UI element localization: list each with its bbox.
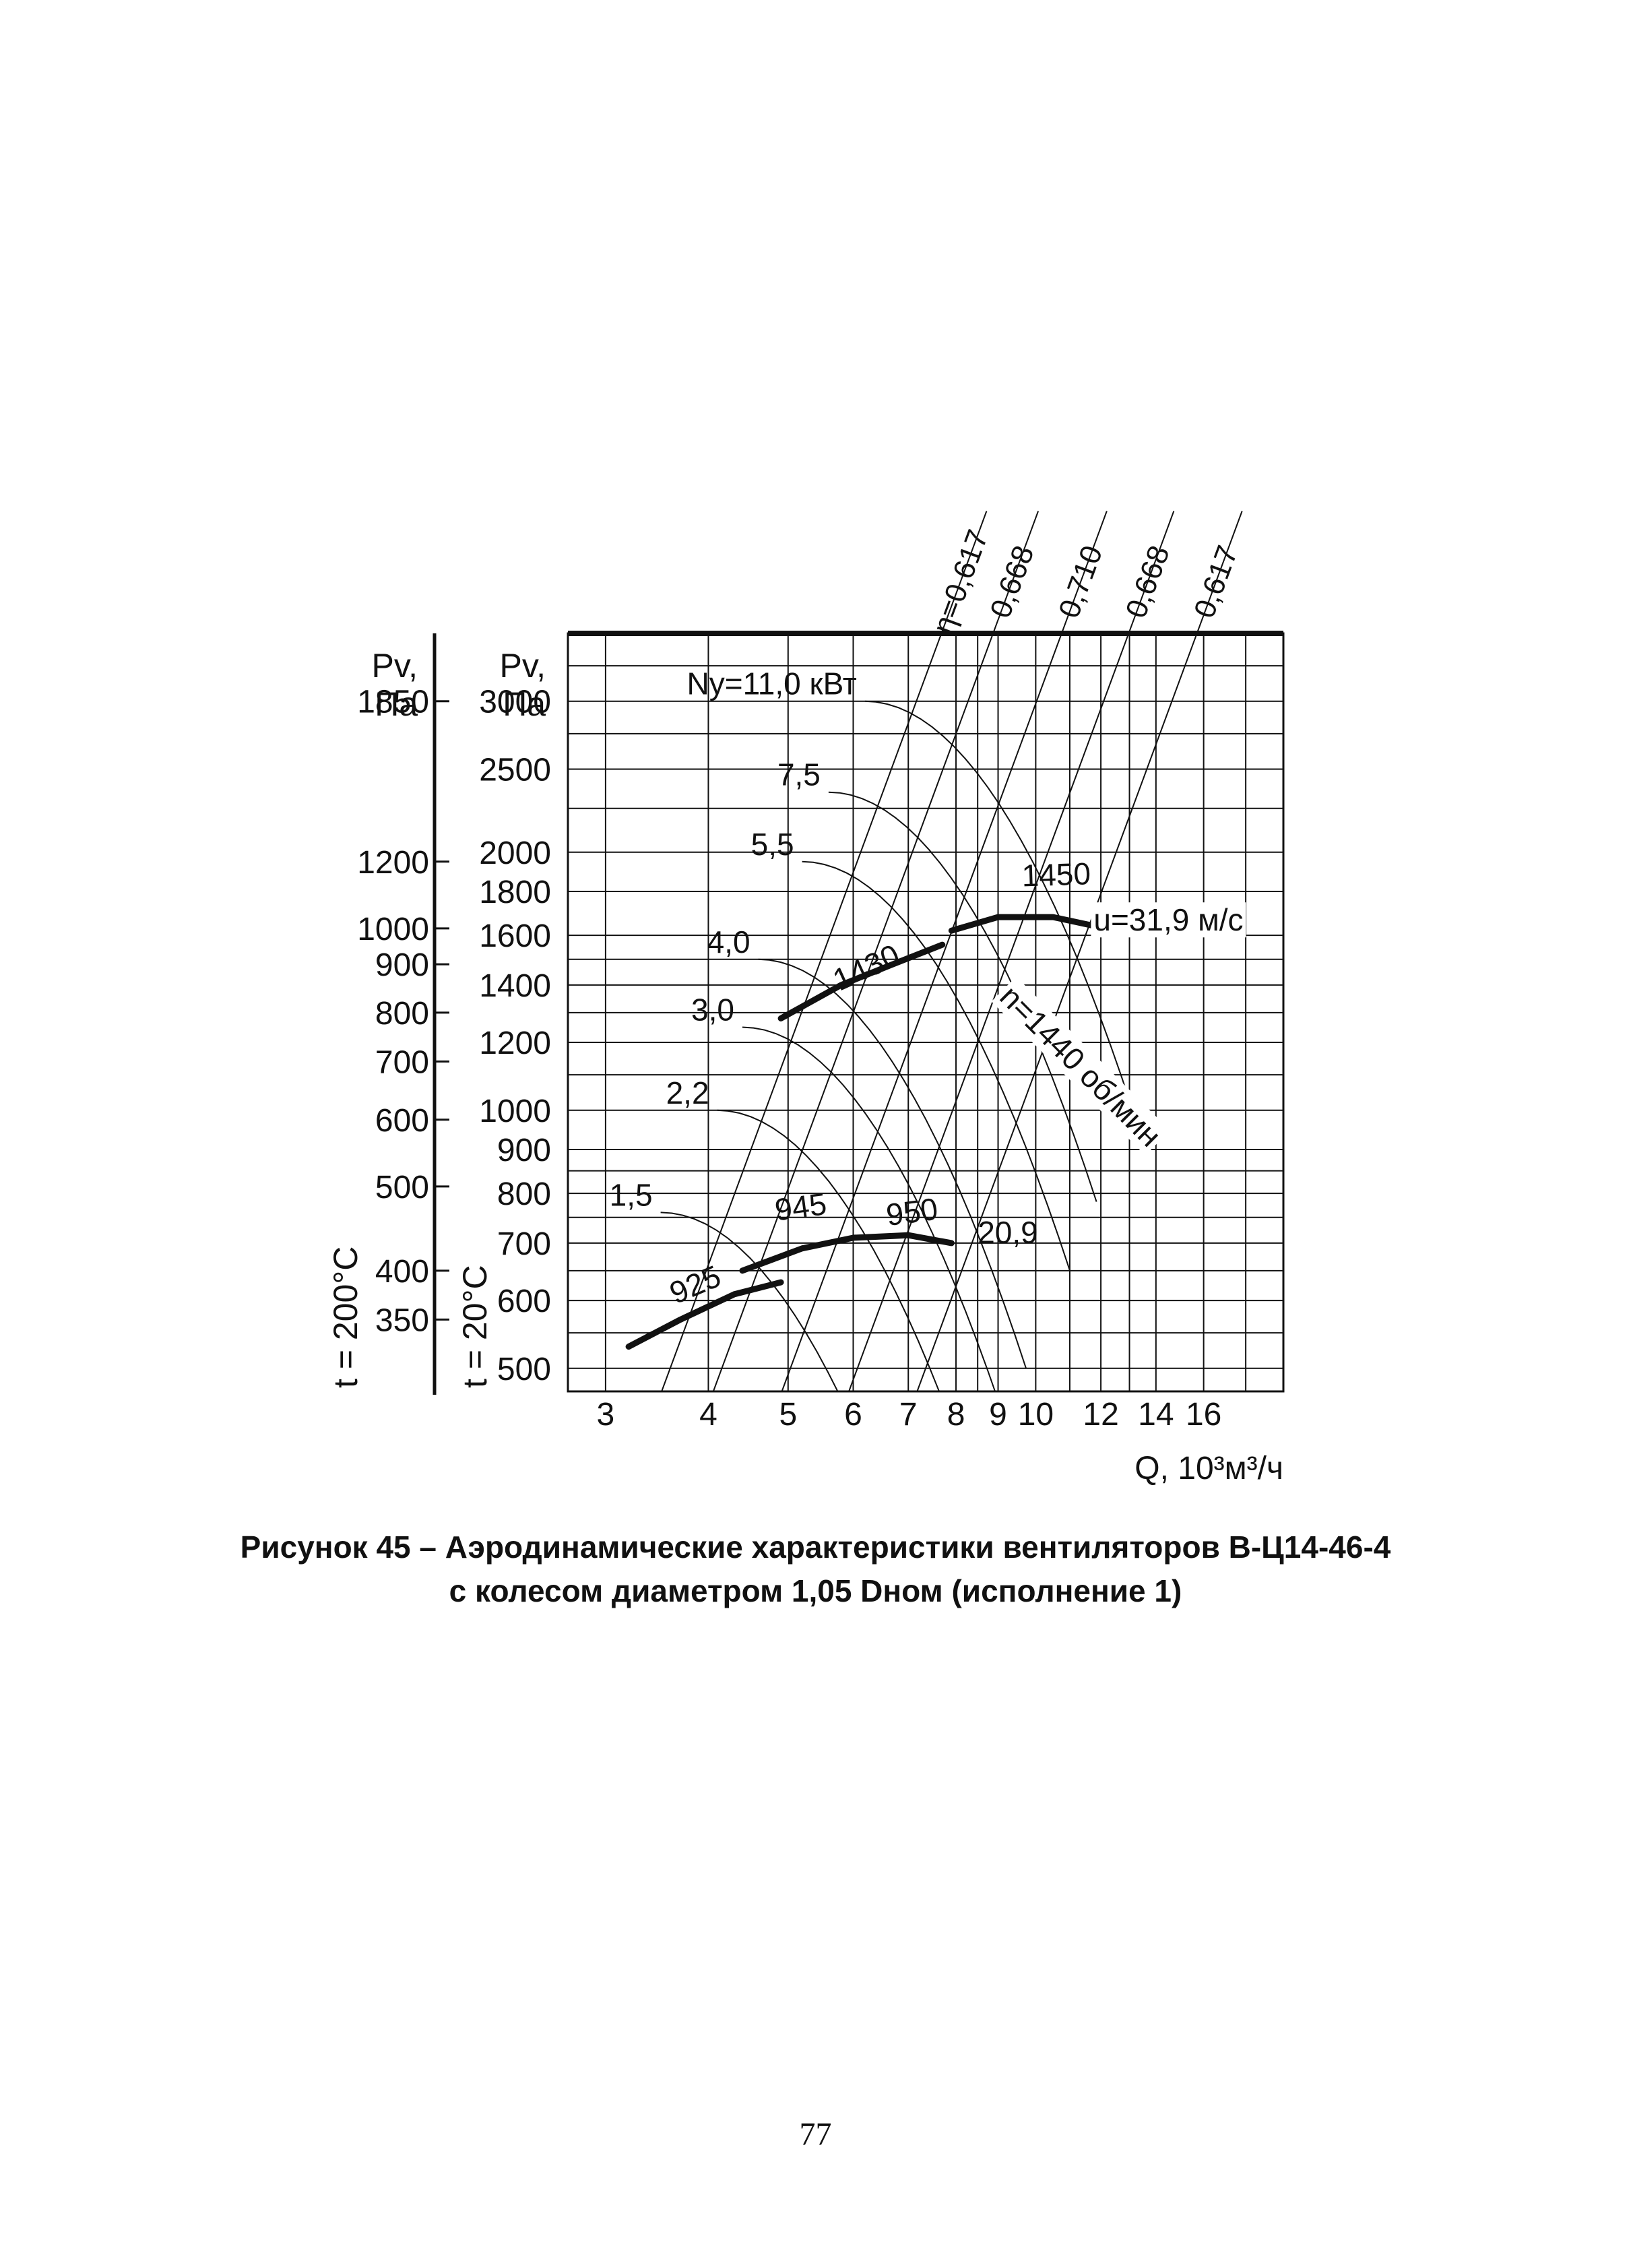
y-tick-label-20C: 600 xyxy=(497,1284,551,1319)
x-tick-label: 14 xyxy=(1138,1397,1174,1432)
efficiency-label: 0,668 xyxy=(984,541,1040,622)
y-tick-label-200C: 700 xyxy=(375,1044,429,1080)
y-tick-label-20C: 700 xyxy=(497,1226,551,1262)
y-header-20C-unit: Па xyxy=(503,685,546,723)
power-curve xyxy=(742,1026,996,1391)
y-tick-label-200C: 600 xyxy=(375,1103,429,1139)
chart-annotation: 20,9 xyxy=(978,1215,1038,1250)
x-tick-label: 12 xyxy=(1083,1397,1118,1432)
rpm-label: 1450 xyxy=(1021,856,1091,893)
y-tick-label-200C: 800 xyxy=(375,996,429,1032)
y-tick-label-20C: 900 xyxy=(497,1133,551,1168)
power-curve xyxy=(660,1211,839,1391)
power-curve-group xyxy=(864,700,1134,1111)
efficiency-label: 0,668 xyxy=(1120,541,1176,622)
rpm-label: 1430 xyxy=(827,937,905,998)
y-tick-label-20C: 800 xyxy=(497,1176,551,1212)
efficiency-line xyxy=(848,511,1175,1392)
plot-frame xyxy=(567,631,1285,1393)
y-tick-label-20C: 1800 xyxy=(479,875,551,910)
operating-curves xyxy=(625,914,1098,1350)
annotation-backing xyxy=(991,976,1170,1156)
y-header-200C-symbol: Pv, xyxy=(371,647,418,685)
efficiency-label: 0,617 xyxy=(1188,541,1244,622)
rpm-label: 945 xyxy=(773,1186,829,1228)
power-curve xyxy=(828,791,1097,1202)
power-curve xyxy=(758,958,1027,1369)
rpm-label: 950 xyxy=(884,1191,940,1233)
power-curve-group xyxy=(742,1026,996,1391)
power-curve-label: 3,0 xyxy=(691,992,734,1027)
efficiency-lines xyxy=(661,511,1243,1392)
y-tick-label-20C: 1600 xyxy=(479,918,551,954)
x-axis-label: Q, 10³м³/ч xyxy=(1134,1451,1283,1486)
power-curve-group xyxy=(828,791,1097,1202)
y-tick-label-200C: 900 xyxy=(375,947,429,983)
annotation-backing xyxy=(1091,902,1246,938)
x-tick-label: 16 xyxy=(1186,1397,1221,1432)
axes: 3 4 5 6 7 8 9 10 12 14 16 Q, 10³м³/ч 500 600 700 800 900… xyxy=(327,633,1283,1486)
power-curve-label: 2,2 xyxy=(666,1075,709,1110)
y-tick-label-20C: 2500 xyxy=(479,752,551,788)
x-tick-label: 9 xyxy=(989,1397,1007,1432)
y-axis-20C-temp-label: t = 20°C xyxy=(456,1265,494,1388)
y-tick-label-200C: 1000 xyxy=(357,912,429,947)
y-tick-label-200C: 400 xyxy=(375,1254,429,1290)
figure-caption-line-2: с колесом диаметром 1,05 Dном (исполнени… xyxy=(449,1573,1182,1608)
efficiency-label: 0,710 xyxy=(1052,541,1109,622)
power-curve-group xyxy=(717,1109,940,1391)
y-header-200C-unit: Па xyxy=(375,685,418,723)
y-tick-label-20C: 1400 xyxy=(479,968,551,1004)
efficiency-line xyxy=(916,511,1243,1392)
power-curve xyxy=(802,860,1071,1271)
efficiency-line xyxy=(781,511,1108,1392)
x-tick-label: 5 xyxy=(779,1397,797,1432)
y-tick-label-20C: 1200 xyxy=(479,1026,551,1061)
power-curve-group xyxy=(802,860,1071,1271)
y-tick-label-20C: 1000 xyxy=(479,1094,551,1129)
efficiency-label: η=0,617 xyxy=(926,526,994,638)
power-curve-label: 4,0 xyxy=(707,924,750,959)
power-curve-group xyxy=(758,958,1027,1369)
operating-curve xyxy=(948,914,1098,934)
x-tick-label: 7 xyxy=(899,1397,918,1432)
power-curve xyxy=(717,1109,940,1391)
x-tick-label: 6 xyxy=(844,1397,862,1432)
y-tick-label-200C: 1850 xyxy=(357,685,429,720)
power-curve xyxy=(864,700,1134,1111)
chart-annotation: u=31,9 м/с xyxy=(1093,902,1243,937)
y-header-20C-symbol: Pv, xyxy=(499,647,546,685)
y-tick-label-200C: 350 xyxy=(375,1302,429,1338)
efficiency-line xyxy=(661,511,988,1392)
y-tick-label-200C: 1200 xyxy=(357,845,429,881)
y-tick-label-200C: 500 xyxy=(375,1170,429,1205)
power-curve-label: 7,5 xyxy=(777,757,821,792)
power-curves xyxy=(660,700,1134,1391)
operating-curve xyxy=(739,1232,955,1274)
y-tick-label-20C: 2000 xyxy=(479,836,551,871)
x-tick-label: 10 xyxy=(1018,1397,1054,1432)
power-curve-group xyxy=(660,1211,839,1391)
x-tick-label: 3 xyxy=(597,1397,615,1432)
power-curve-label: 1,5 xyxy=(610,1177,653,1212)
plot-grid xyxy=(568,633,1283,1391)
efficiency-line xyxy=(712,511,1040,1392)
page-number: 77 xyxy=(799,2116,832,2152)
power-curve-label: Nу=11,0 кВт xyxy=(687,666,857,701)
x-tick-label: 8 xyxy=(947,1397,965,1432)
chart-annotation: n=1440 об/мин xyxy=(993,978,1168,1154)
y-tick-label-20C: 500 xyxy=(497,1352,551,1387)
x-tick-label: 4 xyxy=(699,1397,717,1432)
figure-caption-line-1: Рисунок 45 – Аэродинамические характерис… xyxy=(240,1530,1391,1565)
power-curve-label: 5,5 xyxy=(751,827,794,862)
y-tick-label-20C: 3000 xyxy=(479,685,551,720)
y-axis-200C-temp-label: t = 200°C xyxy=(327,1247,364,1388)
operating-curve xyxy=(777,941,946,1021)
operating-curve xyxy=(625,1279,784,1350)
